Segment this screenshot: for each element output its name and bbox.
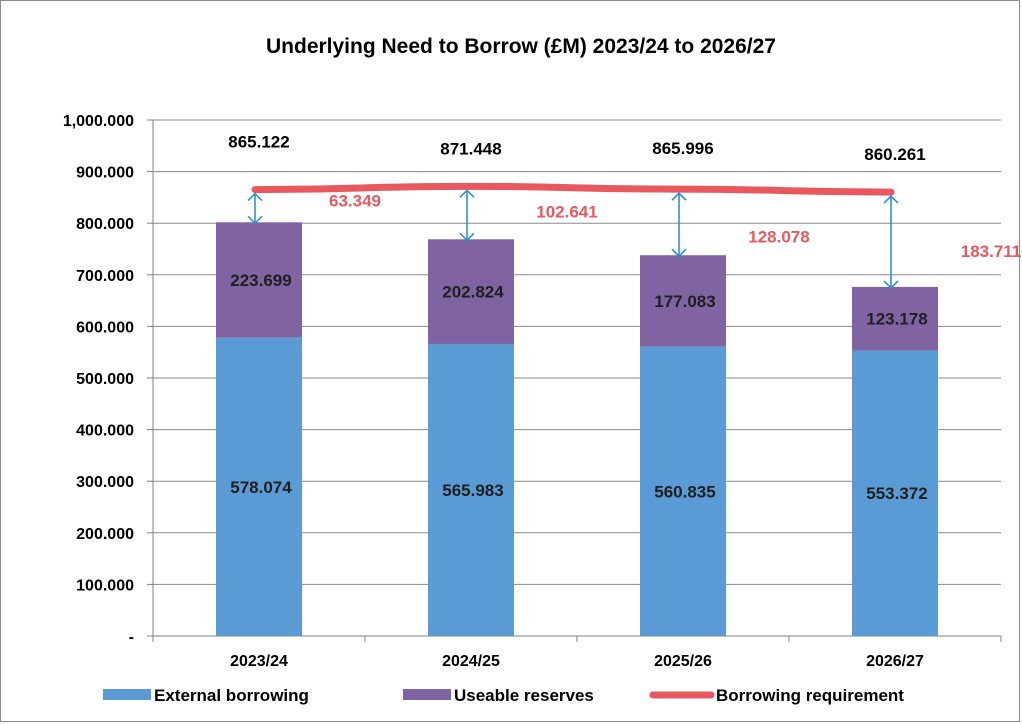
segment-value-label: 123.178 <box>866 310 927 329</box>
bar-useable-reserves <box>216 222 302 338</box>
segment-value-label: 223.699 <box>230 271 291 290</box>
gap-arrow-head-up <box>671 192 687 201</box>
bar-useable-reserves <box>428 239 514 344</box>
y-tick-label: 200.000 <box>76 526 134 543</box>
axes: - 100.000 200.000 300.000 400.000 500.000 600.… <box>63 113 1002 670</box>
gap-arrow-head-up <box>459 189 475 198</box>
gap-arrows <box>247 189 899 290</box>
gap-arrow-head-down <box>883 280 899 290</box>
bar-external-borrowing <box>852 350 938 636</box>
y-tick-label: 800.000 <box>76 216 134 233</box>
legend: External borrowing Useable reserves Borrow… <box>103 686 904 705</box>
borrowing-requirement-line-path <box>251 182 895 196</box>
x-tick-label: 2025/26 <box>654 653 712 670</box>
chart-title: Underlying Need to Borrow (£M) 2023/24 t… <box>266 35 776 58</box>
x-tick-label: 2023/24 <box>230 653 288 670</box>
legend-swatch <box>103 689 151 700</box>
gap-value-label: 183.711 <box>961 242 1021 261</box>
gap-value-label: 63.349 <box>329 191 381 210</box>
y-tick-label: 400.000 <box>76 423 134 440</box>
gap-arrow-head-down <box>671 248 687 258</box>
gap-arrow-head-down <box>459 232 475 242</box>
y-tick-label: 500.000 <box>76 371 134 388</box>
data-labels: 578.074 223.699 565.983 202.824 560.835 177.0… <box>228 133 1021 504</box>
bar-external-borrowing <box>640 346 726 636</box>
y-tick-label: 600.000 <box>76 319 134 336</box>
borrowing-requirement-value-label: 865.122 <box>228 133 289 152</box>
segment-value-label: 202.824 <box>442 283 504 302</box>
bar-external-borrowing <box>428 343 514 636</box>
y-tick-label: - <box>129 629 134 646</box>
segment-value-label: 553.372 <box>866 484 927 503</box>
y-tick-label: 1,000.000 <box>63 113 134 130</box>
gap-value-label: 102.641 <box>536 202 597 221</box>
legend-label: Borrowing requirement <box>716 686 904 705</box>
borrowing-requirement-value-label: 865.996 <box>652 139 713 158</box>
gap-arrow-head-up <box>247 192 263 202</box>
gap-arrow-head-down <box>247 215 263 225</box>
y-tick-label: 100.000 <box>76 577 134 594</box>
borrowing-requirement-line <box>251 182 895 196</box>
segment-value-label: 565.983 <box>442 481 503 500</box>
x-tick-label: 2024/25 <box>442 653 500 670</box>
legend-swatch <box>403 689 451 700</box>
y-tick-label: 300.000 <box>76 474 134 491</box>
borrowing-requirement-value-label: 871.448 <box>440 139 501 158</box>
segment-value-label: 560.835 <box>654 482 715 501</box>
borrowing-requirement-value-label: 860.261 <box>864 145 925 164</box>
bar-useable-reserves <box>852 286 938 351</box>
gap-value-label: 128.078 <box>748 228 809 247</box>
bars <box>216 222 938 636</box>
segment-value-label: 578.074 <box>230 478 292 497</box>
y-tick-label: 900.000 <box>76 165 134 182</box>
segment-value-label: 177.083 <box>654 292 715 311</box>
bar-external-borrowing <box>216 337 302 636</box>
gap-arrow-head-up <box>883 194 899 204</box>
legend-label: External borrowing <box>154 686 309 705</box>
legend-label: Useable reserves <box>454 686 594 705</box>
x-tick-label: 2026/27 <box>866 653 924 670</box>
y-tick-label: 700.000 <box>76 268 134 285</box>
bar-useable-reserves <box>640 255 726 347</box>
